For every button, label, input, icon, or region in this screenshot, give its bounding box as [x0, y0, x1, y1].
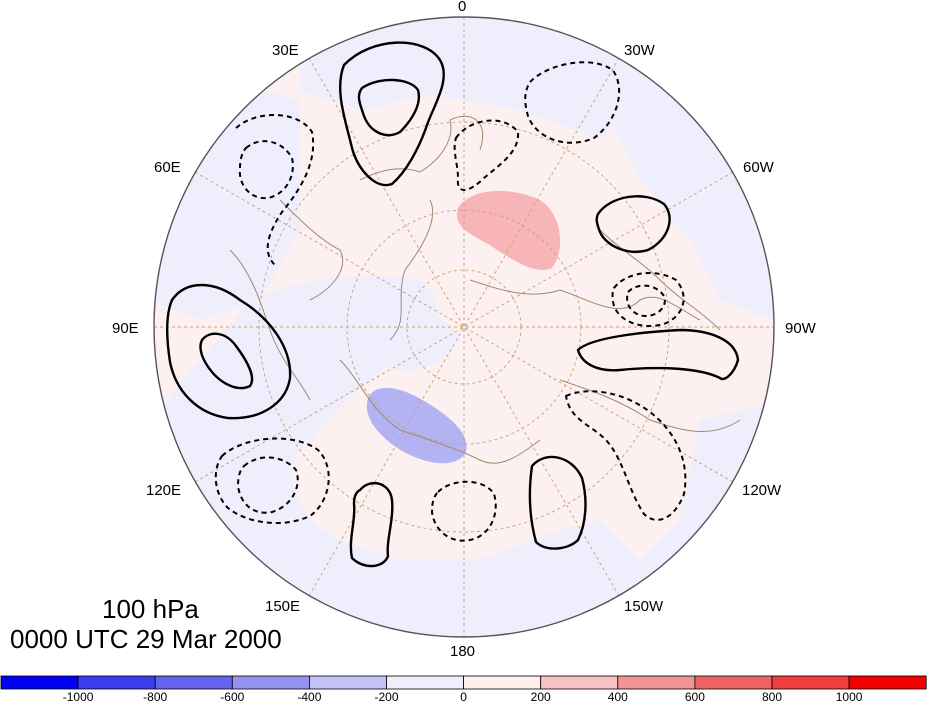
positive-contour	[357, 78, 421, 137]
valid-time-label: 0000 UTC 29 Mar 2000	[10, 624, 282, 654]
colorbar-tick-label: 400	[607, 690, 628, 704]
negative-contour	[431, 480, 497, 542]
positive-contour	[576, 328, 740, 381]
colorbar-segment	[617, 675, 696, 690]
negative-contour	[453, 119, 520, 191]
lon-label-90w: 90W	[785, 320, 816, 337]
colorbar-tick-label: -400	[297, 690, 322, 704]
lon-label-120w: 120W	[742, 482, 782, 499]
negative-shade-region	[154, 276, 774, 637]
map-disc	[154, 17, 774, 637]
negative-contour	[626, 284, 666, 317]
graticule	[154, 17, 774, 637]
colorbar-segment	[848, 675, 927, 690]
colorbar-segment	[694, 675, 773, 690]
colorbar-tick-label: -1000	[62, 690, 94, 704]
colorbar-segment	[771, 675, 850, 690]
colorbar-tick-label: -200	[374, 690, 399, 704]
negative-contour	[565, 390, 687, 521]
colorbar-segment	[386, 675, 464, 690]
positive-anomaly-shade	[456, 190, 561, 270]
colorbar-tick-label: -600	[220, 690, 245, 704]
colorbar-tick-label: 0	[460, 690, 467, 704]
contours	[166, 41, 740, 568]
colorbar-segment	[308, 675, 387, 690]
negative-contour	[214, 437, 330, 524]
colorbar	[0, 675, 927, 690]
positive-contour	[595, 195, 671, 253]
colorbar-segment	[540, 675, 619, 690]
coastlines	[229, 115, 741, 464]
negative-shade-region	[365, 290, 460, 371]
colorbar-segment	[231, 675, 310, 690]
colorbar-tick-label: 600	[684, 690, 705, 704]
negative-contour	[524, 61, 621, 144]
pressure-level-label: 100 hPa	[102, 594, 199, 624]
positive-contour	[199, 332, 254, 390]
lon-label-180: 180	[450, 643, 476, 660]
colorbar-segment	[77, 675, 156, 690]
positive-contour	[166, 283, 292, 420]
lon-label-30e: 30E	[272, 42, 299, 59]
map-border	[153, 16, 775, 638]
colorbar-tick-label: 200	[530, 690, 551, 704]
lon-label-60e: 60E	[154, 159, 181, 176]
colorbar-segment	[0, 675, 79, 690]
positive-contour	[528, 455, 587, 550]
colorbar-segment	[154, 675, 233, 690]
positive-contour	[349, 481, 394, 568]
negative-contours	[214, 61, 687, 542]
lon-label-60w: 60W	[743, 159, 774, 176]
lon-label-150w: 150W	[624, 598, 664, 615]
lon-label-30w: 30W	[624, 42, 655, 59]
colorbar-segment	[463, 675, 542, 690]
lon-label-150e: 150E	[265, 598, 301, 615]
positive-contour	[338, 41, 445, 187]
negative-shade-region	[600, 20, 774, 330]
lon-label-0: 0	[458, 0, 467, 15]
lon-label-120e: 120E	[146, 482, 182, 499]
negative-contour	[235, 114, 315, 267]
negative-contour	[238, 140, 294, 200]
negative-contour	[237, 456, 299, 514]
negative-shade-region	[300, 17, 640, 140]
lon-label-90e: 90E	[112, 320, 139, 337]
colorbar-tick-label: -800	[143, 690, 168, 704]
colorbar-tick-label: 800	[761, 690, 783, 704]
colorbar-tick-label: 1000	[835, 690, 863, 704]
